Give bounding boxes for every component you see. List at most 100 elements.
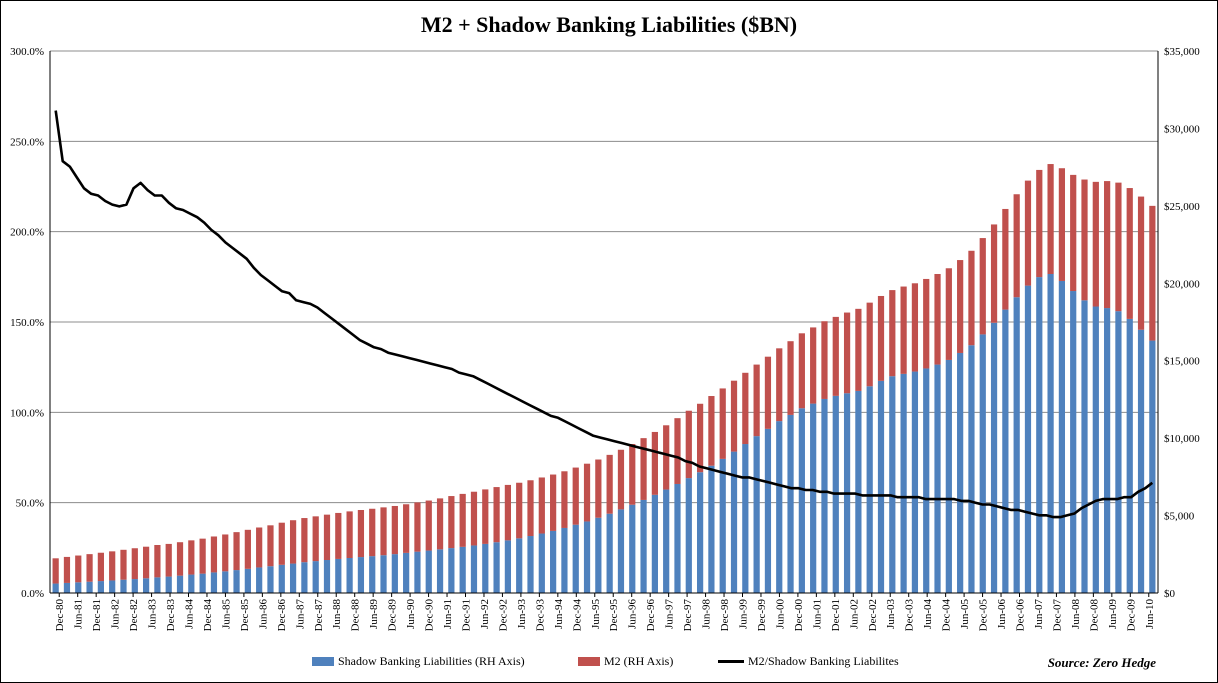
bar-shadow-banking — [945, 359, 952, 593]
bar-m2 — [550, 474, 557, 531]
bar-m2 — [798, 333, 805, 409]
left-tick-label: 150.0% — [10, 317, 44, 329]
x-tick-label: Jun-97 — [664, 599, 676, 629]
bar-m2 — [1115, 182, 1122, 312]
bar-m2 — [719, 388, 726, 459]
bar-shadow-banking — [188, 574, 195, 593]
bar-m2 — [538, 477, 545, 534]
bar-shadow-banking — [436, 549, 444, 593]
bar-shadow-banking — [561, 527, 568, 593]
bar-m2 — [1081, 179, 1088, 301]
bar-shadow-banking — [222, 571, 229, 593]
bar-m2 — [131, 548, 138, 580]
bar-m2 — [595, 459, 602, 518]
bar-m2 — [1058, 168, 1066, 281]
x-tick-label: Jun-83 — [147, 599, 159, 629]
bar-m2 — [425, 500, 432, 551]
bar-shadow-banking — [583, 521, 591, 593]
x-tick-label: Dec-97 — [682, 599, 694, 632]
right-tick-label: $25,000 — [1164, 201, 1200, 213]
bar-shadow-banking — [504, 540, 512, 593]
bar-m2 — [210, 536, 218, 573]
ratio-line-series — [54, 110, 1154, 519]
x-tick-label: Dec-99 — [756, 599, 768, 632]
x-tick-label: Jun-89 — [368, 599, 380, 629]
x-tick-label: Jun-99 — [738, 599, 750, 629]
x-tick-label: Jun-03 — [885, 599, 897, 629]
bar-shadow-banking — [1013, 297, 1020, 593]
bar-m2 — [640, 438, 647, 500]
bar-shadow-banking — [527, 536, 534, 593]
bar-m2 — [685, 410, 692, 479]
bar-shadow-banking — [1024, 285, 1032, 593]
bar-m2 — [120, 549, 127, 580]
bar-shadow-banking — [493, 542, 500, 593]
bar-m2 — [142, 546, 150, 579]
legend-item-ratio: M2/Shadow Banking Liabilites — [718, 654, 899, 669]
bar-m2 — [877, 295, 885, 381]
x-tick-label: Jun-93 — [516, 599, 528, 629]
bar-m2 — [561, 471, 568, 528]
x-tick-label: Jun-02 — [848, 599, 860, 629]
bar-m2 — [312, 516, 319, 562]
bar-m2 — [165, 543, 172, 577]
bar-m2 — [753, 364, 760, 437]
x-tick-label: Jun-05 — [959, 599, 971, 629]
x-tick-label: Dec-90 — [424, 599, 436, 632]
bar-shadow-banking — [470, 545, 478, 593]
bar-m2 — [606, 454, 613, 514]
bar-m2 — [708, 396, 715, 466]
bar-m2 — [1047, 164, 1054, 274]
bar-m2 — [674, 418, 681, 484]
x-tick-label: Dec-07 — [1051, 599, 1063, 632]
bar-shadow-banking — [1149, 340, 1156, 593]
bar-shadow-banking — [606, 513, 613, 593]
bar-shadow-banking — [142, 578, 150, 593]
x-tick-label: Dec-09 — [1125, 599, 1137, 632]
bar-m2 — [301, 518, 308, 563]
bar-shadow-banking — [855, 390, 862, 593]
bar-shadow-banking — [414, 551, 421, 593]
bar-m2 — [516, 482, 523, 539]
bar-m2 — [776, 348, 783, 422]
bar-shadow-banking — [696, 472, 704, 593]
bar-shadow-banking — [651, 494, 658, 593]
bar-shadow-banking — [719, 458, 726, 593]
bar-shadow-banking — [550, 530, 557, 593]
bar-shadow-banking — [346, 558, 353, 593]
bar-shadow-banking — [1115, 311, 1122, 593]
x-tick-label: Dec-81 — [91, 599, 103, 631]
right-tick-label: $5,000 — [1164, 511, 1195, 523]
x-tick-label: Jun-86 — [257, 599, 269, 629]
x-tick-label: Jun-87 — [294, 599, 306, 629]
bar-m2 — [52, 558, 59, 584]
bar-shadow-banking — [911, 371, 919, 593]
bar-shadow-banking — [1137, 329, 1145, 593]
bar-m2 — [866, 302, 873, 387]
x-tick-label: Dec-94 — [571, 599, 583, 632]
bar-m2 — [900, 286, 907, 374]
bar-shadow-banking — [685, 478, 692, 593]
bar-m2 — [651, 431, 658, 495]
x-tick-label: Dec-04 — [941, 599, 953, 632]
bar-m2 — [346, 511, 353, 559]
bar-shadow-banking — [391, 554, 398, 593]
bar-shadow-banking — [369, 556, 376, 593]
bar-shadow-banking — [1081, 300, 1088, 593]
bar-shadow-banking — [63, 582, 71, 593]
bar-shadow-banking — [957, 352, 964, 593]
bar-m2 — [1137, 196, 1145, 330]
bar-m2 — [256, 527, 263, 568]
bar-m2 — [527, 480, 534, 537]
x-tick-label: Dec-88 — [350, 599, 362, 632]
x-tick-label: Dec-03 — [904, 599, 916, 632]
bar-m2 — [843, 312, 851, 394]
x-tick-label: Jun-82 — [110, 599, 122, 629]
bar-shadow-banking — [923, 368, 930, 593]
bar-shadow-banking — [1092, 306, 1099, 593]
bar-m2 — [911, 283, 919, 372]
bar-m2 — [97, 552, 104, 582]
bar-m2 — [968, 250, 975, 346]
bar-shadow-banking — [1104, 308, 1111, 593]
